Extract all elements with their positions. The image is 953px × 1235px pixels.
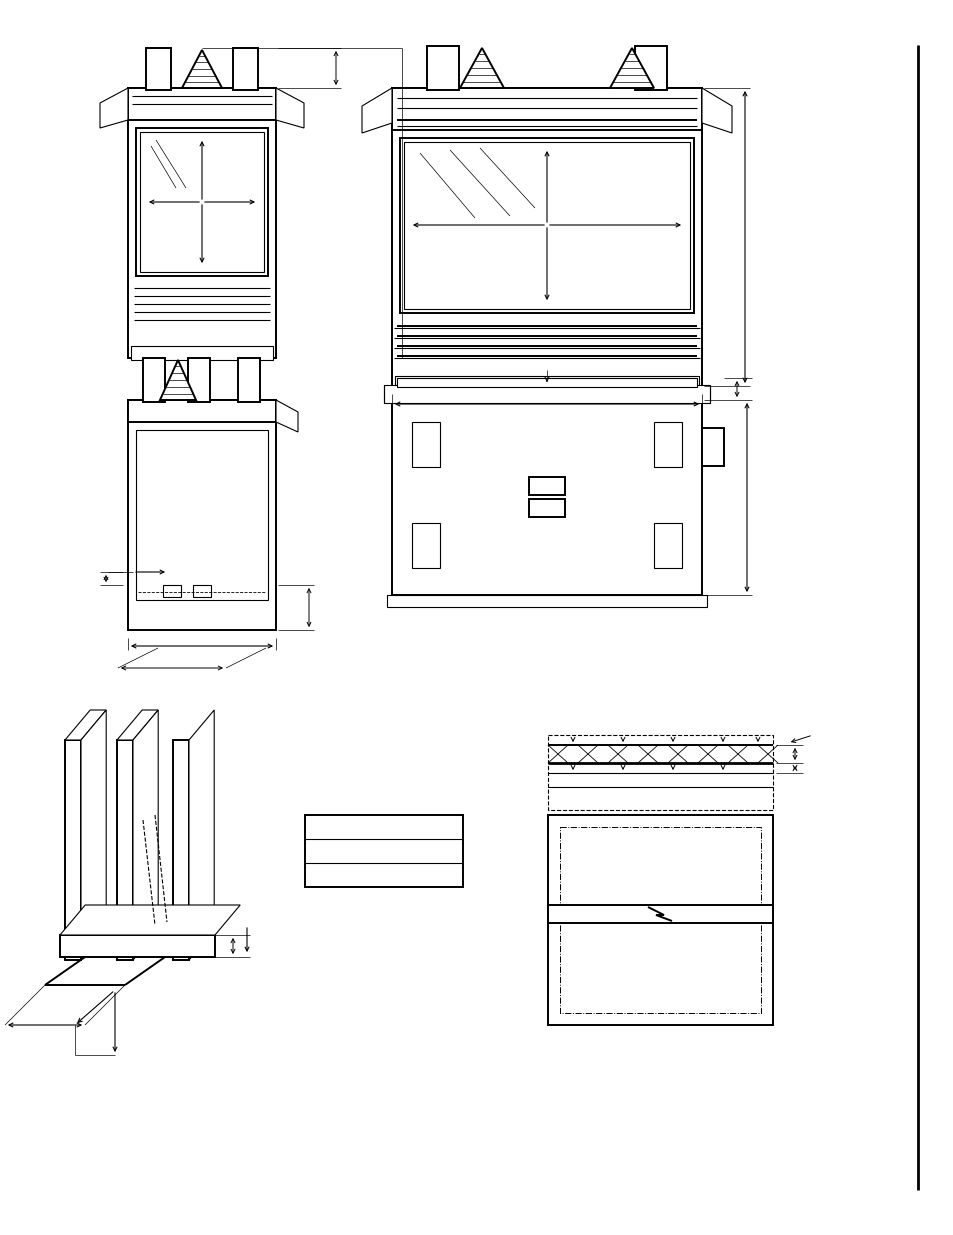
Bar — [387, 595, 706, 606]
Polygon shape — [172, 740, 189, 960]
Bar — [654, 522, 681, 568]
Bar — [136, 128, 268, 275]
Bar — [163, 585, 181, 597]
Polygon shape — [132, 710, 158, 960]
Polygon shape — [275, 400, 297, 432]
Polygon shape — [65, 740, 81, 960]
Bar — [412, 522, 439, 568]
Bar — [427, 46, 458, 90]
Bar — [547, 815, 772, 1025]
Bar — [128, 400, 275, 422]
Polygon shape — [65, 710, 106, 740]
Bar — [529, 499, 564, 517]
Polygon shape — [81, 710, 106, 960]
Polygon shape — [459, 48, 503, 88]
Bar — [396, 378, 697, 387]
Bar — [701, 429, 723, 466]
Bar — [188, 358, 210, 403]
Bar — [143, 358, 165, 403]
Polygon shape — [361, 88, 392, 133]
Polygon shape — [60, 935, 214, 957]
Bar — [403, 142, 689, 309]
Bar — [131, 346, 273, 359]
Bar — [233, 48, 257, 90]
Bar — [193, 585, 211, 597]
Polygon shape — [189, 710, 214, 960]
Polygon shape — [117, 710, 158, 740]
Bar — [392, 400, 701, 595]
Polygon shape — [275, 88, 304, 128]
Polygon shape — [701, 88, 731, 133]
Bar — [128, 88, 275, 120]
Bar — [128, 400, 275, 630]
Bar — [140, 132, 264, 272]
Bar — [384, 385, 709, 403]
Polygon shape — [609, 48, 654, 88]
Bar — [547, 735, 772, 810]
Bar — [395, 375, 699, 388]
Bar — [392, 88, 701, 130]
Polygon shape — [100, 88, 128, 128]
Bar — [237, 358, 260, 403]
Bar — [529, 477, 564, 495]
Bar — [654, 422, 681, 467]
Bar — [392, 88, 701, 387]
Polygon shape — [117, 740, 132, 960]
Bar — [559, 827, 760, 1013]
Bar — [146, 48, 171, 90]
Polygon shape — [60, 905, 240, 935]
Bar — [399, 138, 693, 312]
Bar — [412, 422, 439, 467]
Bar — [305, 815, 462, 887]
Bar — [547, 905, 772, 923]
Bar — [635, 46, 666, 90]
Polygon shape — [160, 359, 195, 400]
Bar — [136, 430, 268, 600]
Bar — [128, 88, 275, 358]
Polygon shape — [182, 49, 222, 88]
